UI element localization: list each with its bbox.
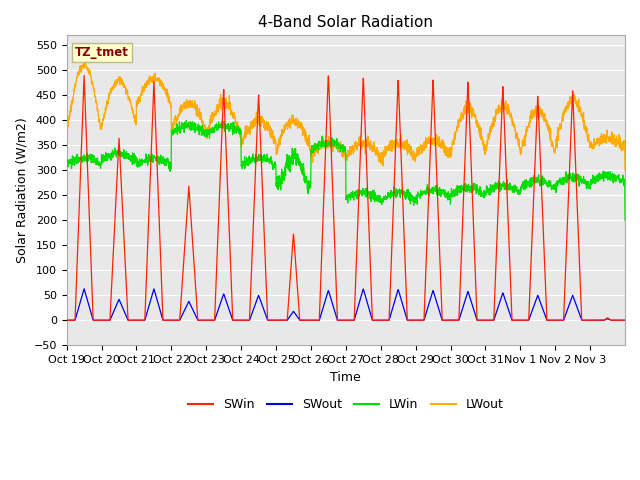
Legend: SWin, SWout, LWin, LWout: SWin, SWout, LWin, LWout: [182, 394, 509, 417]
Y-axis label: Solar Radiation (W/m2): Solar Radiation (W/m2): [15, 118, 28, 263]
X-axis label: Time: Time: [330, 371, 361, 384]
Title: 4-Band Solar Radiation: 4-Band Solar Radiation: [259, 15, 433, 30]
Text: TZ_tmet: TZ_tmet: [75, 46, 129, 59]
